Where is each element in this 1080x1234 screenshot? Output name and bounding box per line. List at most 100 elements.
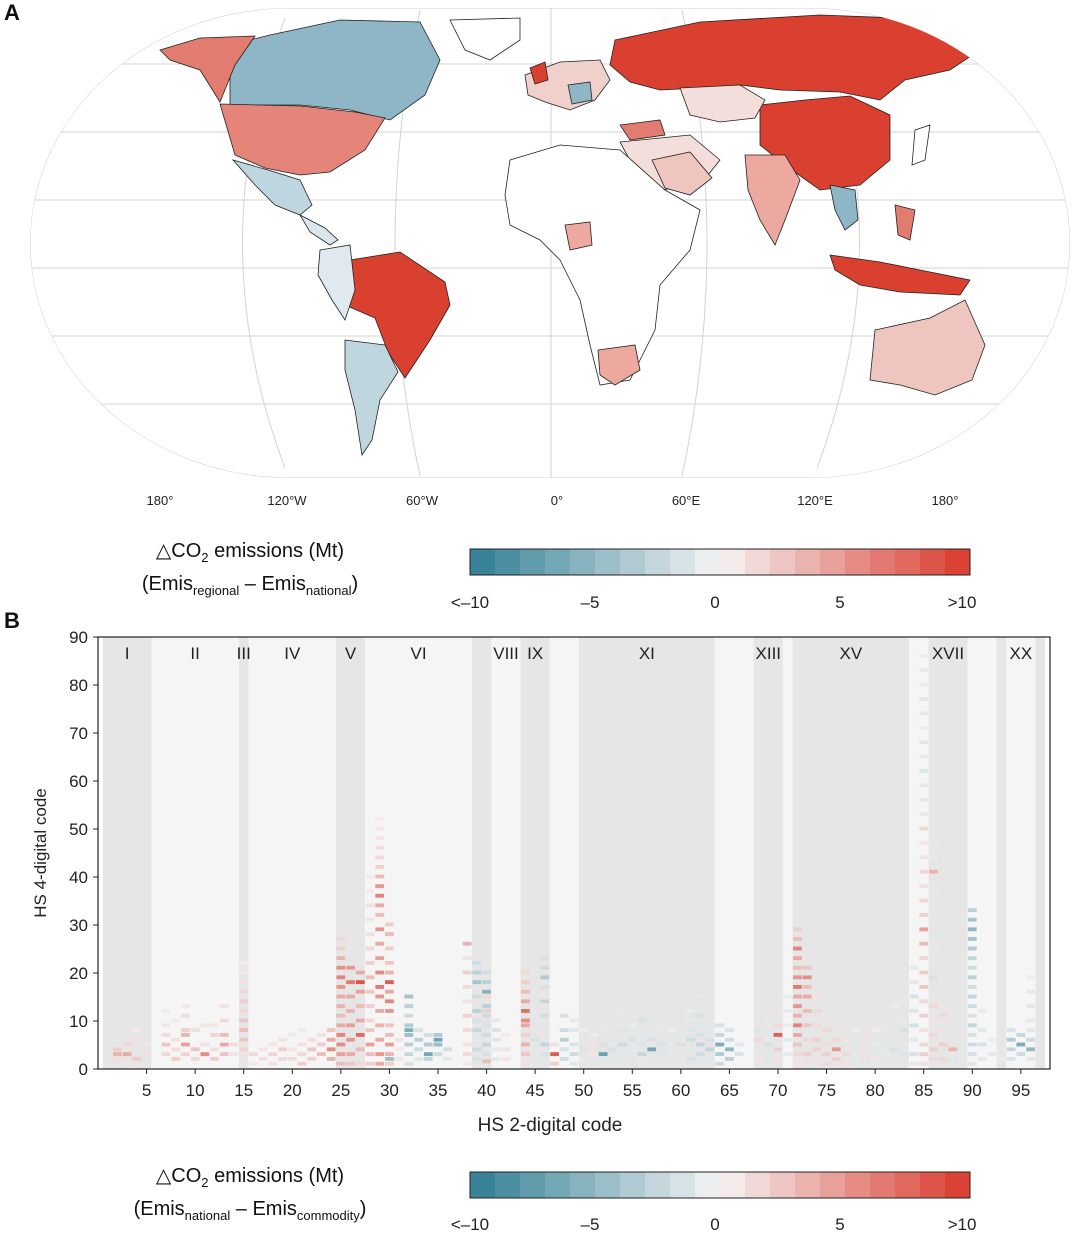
heatmap-cell <box>938 1057 948 1061</box>
legend-a-formula-mid: – Emis <box>239 573 306 595</box>
heatmap-cell <box>569 1018 579 1023</box>
heatmap-cell <box>385 961 394 965</box>
heatmap-cell <box>880 1037 890 1042</box>
heatmap-cell <box>958 1057 967 1061</box>
heatmap-cell <box>132 1057 142 1061</box>
x-tick-label: 15 <box>234 1081 253 1100</box>
country-greenland[interactable] <box>449 17 521 61</box>
heatmap-cell <box>909 980 919 985</box>
heatmap-cell <box>336 1023 346 1028</box>
heatmap-cell <box>482 1042 491 1047</box>
heatmap-cell <box>890 1004 899 1009</box>
country-usa[interactable] <box>219 103 386 176</box>
colorbar-a: <–10 –5 0 5 >10 <box>451 548 976 612</box>
heatmap-cell <box>482 1009 491 1013</box>
heatmap-cell <box>219 1018 229 1023</box>
heatmap-cell <box>890 1057 899 1061</box>
heatmap-cell <box>822 1042 831 1047</box>
colorbar-step <box>945 1172 971 1198</box>
heatmap-cell <box>540 956 550 961</box>
heatmap-cell <box>482 980 491 985</box>
heatmap-cell <box>423 1042 433 1047</box>
heatmap-cell <box>715 1052 725 1057</box>
heatmap-cell <box>967 956 977 961</box>
heatmap-cell <box>890 1033 899 1037</box>
country-japan[interactable] <box>911 124 931 166</box>
colorbar-a-tick: <–10 <box>451 593 489 612</box>
heatmap-cell <box>899 999 909 1004</box>
heatmap-cell <box>579 1057 589 1061</box>
country-southeast-asia[interactable] <box>829 184 859 231</box>
country-kazakhstan[interactable] <box>679 84 766 123</box>
heatmap-y-ticks: 0 10 20 30 40 50 60 70 80 90 <box>69 628 98 1079</box>
heatmap-cell <box>239 970 249 975</box>
country-alaska[interactable] <box>159 35 256 103</box>
country-central-america[interactable] <box>298 214 339 246</box>
x-tick-label: 50 <box>574 1081 593 1100</box>
heatmap-cell <box>210 1023 219 1028</box>
heatmap-cell <box>666 1057 676 1061</box>
heatmap-cell <box>249 1052 258 1057</box>
country-uk[interactable] <box>529 61 549 85</box>
legend-a-formula-close: ) <box>351 573 359 595</box>
country-australia[interactable] <box>869 299 986 396</box>
heatmap-cell <box>346 994 355 999</box>
section-label: VIII <box>493 644 519 663</box>
heatmap-cell <box>695 994 705 999</box>
country-germany[interactable] <box>567 81 593 105</box>
heatmap-cell <box>851 1042 861 1047</box>
heatmap-cell <box>909 1061 919 1066</box>
country-canada[interactable] <box>229 19 441 121</box>
country-south-africa[interactable] <box>597 344 641 386</box>
heatmap-cell <box>375 855 385 860</box>
section-label: IV <box>284 644 301 663</box>
heatmap-cell <box>307 1057 317 1061</box>
heatmap-cell <box>725 1037 734 1042</box>
heatmap-cell <box>559 1028 569 1033</box>
heatmap-cell <box>326 1047 336 1052</box>
heatmap-cell <box>773 1033 783 1037</box>
country-philippines[interactable] <box>894 204 916 241</box>
country-mexico[interactable] <box>231 159 313 216</box>
country-india[interactable] <box>744 154 801 246</box>
heatmap-cell <box>919 1052 929 1057</box>
heatmap-cell <box>812 1047 822 1052</box>
heatmap-cell <box>929 1057 938 1061</box>
heatmap-cell <box>676 1033 686 1037</box>
heatmap-cell <box>608 1057 618 1061</box>
country-saudi[interactable] <box>651 151 713 196</box>
heatmap-cell <box>521 1033 530 1037</box>
heatmap-cell <box>919 1028 929 1033</box>
country-turkey[interactable] <box>619 119 666 141</box>
heatmap-cell <box>404 1013 414 1018</box>
heatmap-cell <box>181 1028 190 1033</box>
heatmap-cell <box>579 1028 589 1033</box>
legend-b-title: △CO2 emissions (Mt) (Emisnational – Emis… <box>50 1163 450 1229</box>
y-tick-label: 60 <box>69 772 88 791</box>
colorbar-step <box>895 549 921 575</box>
heatmap-cell <box>375 874 385 879</box>
heatmap-cell <box>793 1004 802 1009</box>
country-indonesia[interactable] <box>829 254 971 296</box>
legend-b-formula-open: (Emis <box>133 1198 185 1220</box>
heatmap-cell <box>967 975 977 980</box>
heatmap-cell <box>919 985 929 989</box>
heatmap-cell <box>793 1023 802 1028</box>
country-south-america-west[interactable] <box>317 244 356 321</box>
heatmap-cell <box>919 740 929 745</box>
heatmap-cell <box>802 985 812 989</box>
heatmap-cell <box>763 1052 773 1057</box>
heatmap-cell <box>734 1042 744 1047</box>
heatmap-cell <box>336 937 346 941</box>
x-tick-label: 25 <box>331 1081 350 1100</box>
heatmap-cell <box>375 913 385 917</box>
country-africa[interactable] <box>504 144 701 386</box>
heatmap-cell <box>831 1037 841 1042</box>
country-argentina[interactable] <box>344 339 399 457</box>
heatmap-cell <box>239 999 249 1004</box>
heatmap-cell <box>472 970 482 975</box>
x-tick-label: 10 <box>186 1081 205 1100</box>
heatmap-cell <box>540 1042 550 1047</box>
country-nigeria[interactable] <box>564 221 593 251</box>
heatmap-cell <box>598 1023 608 1028</box>
